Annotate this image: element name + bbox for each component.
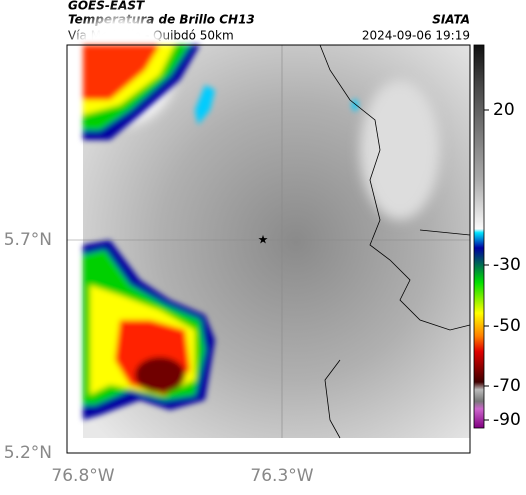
- colorbar: 20 -30 -50 -70 -90: [473, 44, 521, 430]
- colorbar-tick-label: -30: [493, 255, 521, 275]
- agency: SIATA: [432, 13, 470, 27]
- lon-label: 76.8°W: [51, 466, 114, 486]
- timestamp: 2024-09-06 19:19: [362, 29, 470, 43]
- lon-label: 76.3°W: [250, 466, 313, 486]
- colorbar-tick-label: -90: [493, 410, 521, 430]
- colorbar-tick-label: 20: [493, 100, 515, 120]
- axes: 5.7°N 5.2°N 76.8°W 76.3°W: [4, 230, 314, 486]
- map: ★: [65, 15, 471, 454]
- colorbar-tick-label: -70: [493, 376, 521, 396]
- location-marker: ★: [258, 233, 269, 247]
- colorbar-tick-label: -50: [493, 316, 521, 336]
- lat-label: 5.2°N: [4, 443, 52, 463]
- lat-label: 5.7°N: [4, 230, 52, 250]
- source: GOES-EAST: [68, 0, 145, 13]
